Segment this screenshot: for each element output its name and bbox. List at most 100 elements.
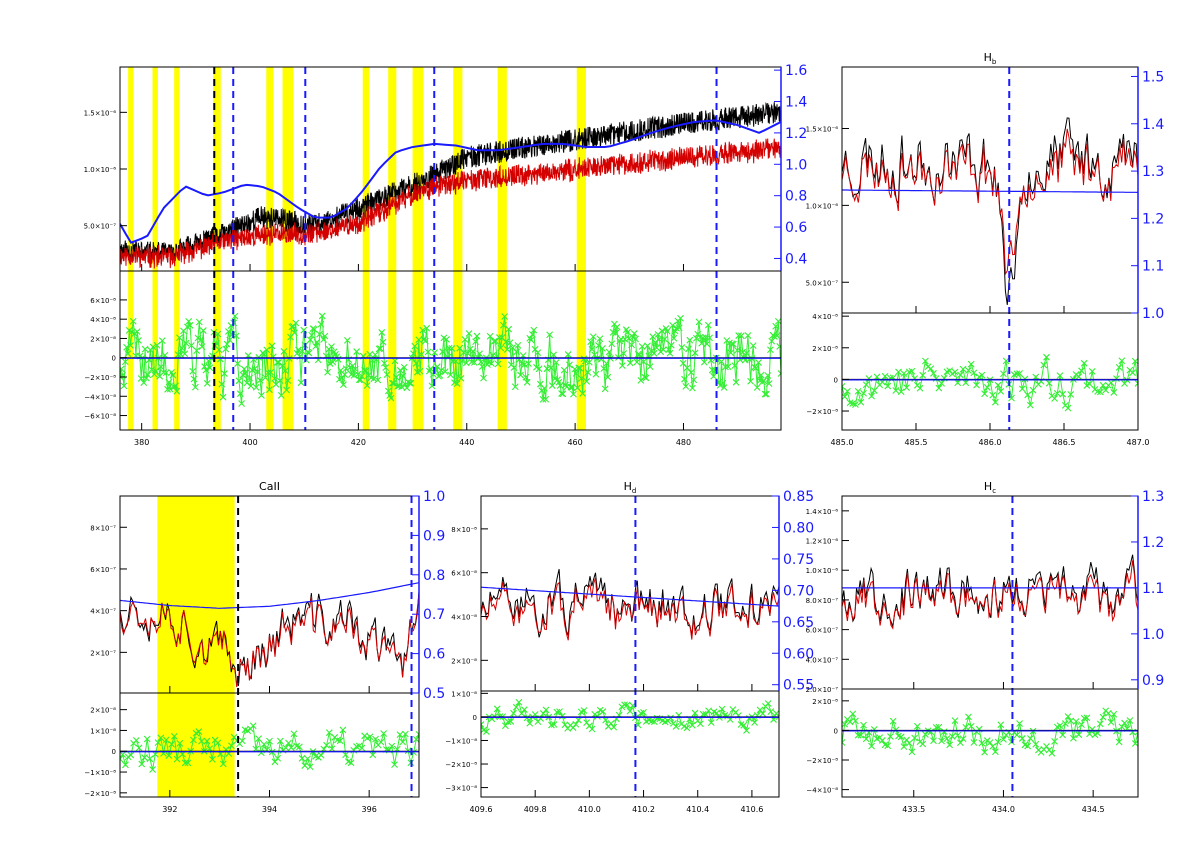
right-y-tick-label: 1.0 <box>785 157 807 173</box>
right-y-tick-label: 0.4 <box>785 251 807 267</box>
residual-y-tick-label: −2×10⁻⁸ <box>84 790 116 798</box>
residual-cross <box>842 739 846 746</box>
residual-line <box>481 700 779 733</box>
residual-y-tick-label: −2×10⁻⁸ <box>445 761 477 769</box>
residual-y-tick-label: 0 <box>112 355 116 363</box>
x-tick-label: 480 <box>676 438 691 447</box>
residual-y-tick-label: 0 <box>834 376 838 384</box>
residual-cross <box>120 755 124 763</box>
panel-title: CaII <box>259 480 280 493</box>
continuum-curve <box>120 119 781 244</box>
residual-cross <box>1134 380 1138 387</box>
masked-region <box>453 67 463 430</box>
x-tick-label: 433.5 <box>902 805 925 814</box>
residual-frame <box>841 688 1139 798</box>
hgamma-panel: 433.5 434.0 434.5 2.0×10⁻⁷ 4.0×10⁻⁷ 6.0×10⁻⁷ 8… <box>806 480 1165 814</box>
caii-panel: 392 394 396 2×10⁻⁷ 4×10⁻⁷ 6×10⁻⁷ 8×10⁻⁷ 0.5 0.6 0… <box>84 480 445 814</box>
right-y-tick-label: 0.60 <box>783 646 814 662</box>
model-spectrum-line <box>481 577 779 641</box>
y-tick-label: 8×10⁻⁷ <box>90 524 116 532</box>
masked-region <box>497 67 507 430</box>
residual-y-tick-label: 4×10⁻⁸ <box>90 316 116 324</box>
x-tick-label: 486.5 <box>1053 438 1076 447</box>
residual-cross <box>481 721 485 728</box>
masked-region <box>388 67 397 430</box>
x-tick-label: 392 <box>162 805 177 814</box>
right-y-tick-label: 1.6 <box>785 63 807 79</box>
residual-cross <box>718 358 725 365</box>
right-y-tick-label: 0.8 <box>785 189 807 205</box>
right-y-tick-label: 1.0 <box>1142 627 1164 643</box>
y-tick-label: 8.0×10⁻⁷ <box>806 597 839 605</box>
y-tick-label: 4×10⁻⁷ <box>90 608 116 616</box>
masked-region <box>576 67 586 430</box>
continuum-curve <box>481 586 779 607</box>
residual-y-tick-label: 1×10⁻⁸ <box>451 690 477 698</box>
y-tick-label: 1.4×10⁻⁶ <box>806 508 839 516</box>
residual-cross <box>677 314 684 322</box>
x-tick-label: 485.0 <box>831 438 854 447</box>
right-y-tick-label: 1.2 <box>785 126 807 142</box>
masked-region <box>412 67 424 430</box>
residual-cross <box>777 370 781 377</box>
x-tick-label: 485.5 <box>905 438 928 447</box>
right-y-tick-label: 1.2 <box>1142 535 1164 551</box>
residual-y-tick-label: 2×10⁻⁸ <box>812 698 838 706</box>
y-tick-label: 6×10⁻⁸ <box>451 570 477 578</box>
right-y-tick-label: 0.9 <box>1142 673 1164 689</box>
residual-y-tick-label: −6×10⁻⁸ <box>84 413 116 421</box>
residual-cross <box>618 362 626 370</box>
right-y-tick-label: 0.7 <box>423 607 445 623</box>
right-y-tick-label: 0.70 <box>783 583 814 599</box>
x-tick-label: 410.6 <box>740 805 763 814</box>
residual-y-tick-label: 0 <box>112 748 116 756</box>
right-y-tick-label: 1.4 <box>785 95 807 111</box>
right-y-tick-label: 0.80 <box>783 520 814 536</box>
residual-y-tick-label: 6×10⁻⁸ <box>90 297 116 305</box>
residual-cross <box>700 358 708 366</box>
right-y-tick-label: 0.9 <box>423 528 445 544</box>
observed-spectrum-line <box>120 102 781 265</box>
residual-y-tick-label: −1×10⁻⁸ <box>84 769 116 777</box>
x-tick-label: 410.4 <box>686 805 709 814</box>
right-y-tick-label: 1.1 <box>1142 259 1164 275</box>
x-tick-label: 434.0 <box>992 805 1015 814</box>
y-tick-label: 5.0×10⁻⁷ <box>806 279 839 287</box>
right-y-tick-label: 0.6 <box>423 647 445 663</box>
x-tick-label: 396 <box>362 805 377 814</box>
right-y-tick-label: 0.65 <box>783 615 814 631</box>
x-tick-label: 440 <box>459 438 474 447</box>
x-tick-label: 486.0 <box>979 438 1002 447</box>
residual-y-tick-label: −1×10⁻⁸ <box>445 737 477 745</box>
residual-y-tick-label: 1×10⁻⁸ <box>90 727 116 735</box>
y-tick-label: 6×10⁻⁷ <box>90 566 116 574</box>
x-tick-label: 410.2 <box>632 805 655 814</box>
continuum-curve <box>842 189 1138 193</box>
y-tick-label: 2.0×10⁻⁷ <box>806 686 839 694</box>
y-tick-label: 1.5×10⁻⁶ <box>806 126 839 134</box>
model-spectrum-line <box>842 128 1138 276</box>
right-y-tick-label: 1.3 <box>1142 489 1164 505</box>
plot-area <box>842 67 1138 430</box>
y-tick-label: 5.0×10⁻⁷ <box>84 223 117 231</box>
x-tick-label: 420 <box>351 438 366 447</box>
right-y-tick-label: 1.0 <box>423 489 445 505</box>
y-tick-label: 1.0×10⁻⁶ <box>84 166 117 174</box>
residual-y-tick-label: −3×10⁻⁸ <box>445 785 477 793</box>
plot-area <box>120 67 781 430</box>
right-y-tick-label: 0.55 <box>783 678 814 694</box>
hdelta-panel: 409.6 409.8 410.0 410.2 410.4 410.6 2×10⁻⁸ 4×10… <box>445 480 814 814</box>
right-y-tick-label: 0.85 <box>783 489 814 505</box>
residual-y-tick-label: 4×10⁻⁸ <box>812 313 838 321</box>
right-y-tick-label: 1.3 <box>1142 164 1164 180</box>
x-tick-label: 409.6 <box>470 805 493 814</box>
hbeta-panel: 485.0 485.5 486.0 486.5 487.0 5.0×10⁻⁷ 1.0×10⁻… <box>806 51 1165 447</box>
continuum-curve <box>120 582 419 609</box>
right-y-tick-label: 1.2 <box>1142 211 1164 227</box>
x-tick-label: 487.0 <box>1127 438 1150 447</box>
right-y-tick-label: 1.0 <box>1142 306 1164 322</box>
residual-cross <box>755 359 762 366</box>
residual-cross <box>416 367 424 375</box>
residual-y-tick-label: −2×10⁻⁸ <box>806 757 838 765</box>
